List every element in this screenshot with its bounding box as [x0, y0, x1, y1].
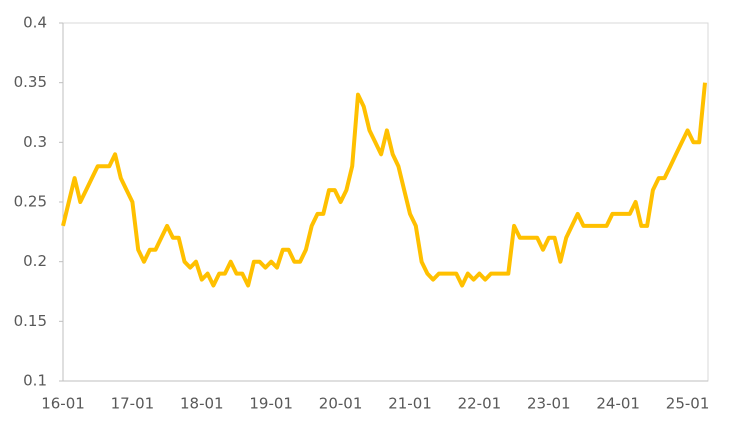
- x-tick-label: 20-01: [319, 395, 363, 413]
- y-tick-label: 0.2: [23, 252, 47, 270]
- x-tick-label: 16-01: [41, 395, 85, 413]
- y-tick-label: 0.3: [23, 133, 47, 151]
- x-tick-label: 24-01: [596, 395, 640, 413]
- plot-frame: [62, 22, 709, 382]
- y-tick-label: 0.1: [23, 372, 47, 390]
- x-tick-label: 19-01: [249, 395, 293, 413]
- y-tick-label: 0.25: [14, 193, 47, 211]
- y-tick-label: 0.4: [23, 14, 47, 32]
- x-tick-label: 18-01: [180, 395, 224, 413]
- x-tick-label: 17-01: [111, 395, 155, 413]
- x-tick-label: 22-01: [458, 395, 502, 413]
- x-tick-label: 23-01: [527, 395, 571, 413]
- y-tick-label: 0.35: [14, 73, 47, 91]
- x-tick-label: 25-01: [666, 395, 710, 413]
- y-tick-label: 0.15: [14, 312, 47, 330]
- x-tick-label: 21-01: [388, 395, 432, 413]
- line-series: [61, 82, 707, 288]
